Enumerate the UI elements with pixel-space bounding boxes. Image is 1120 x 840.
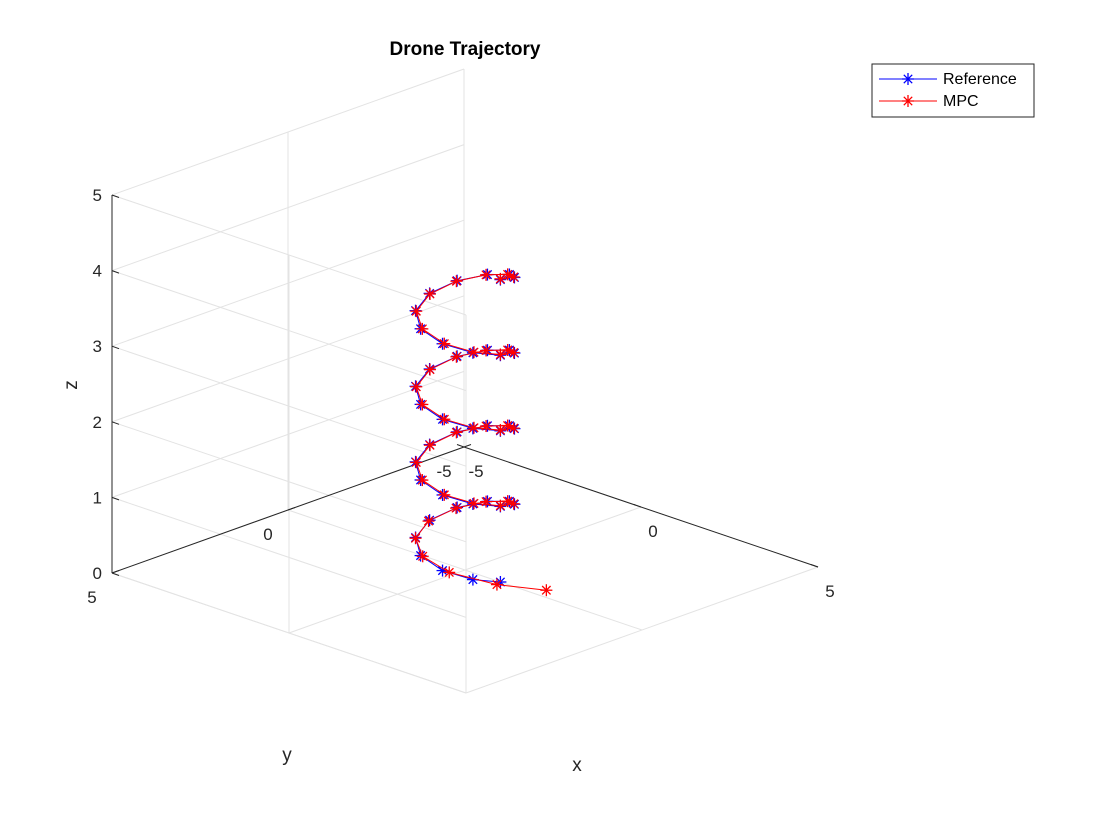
data-point-marker bbox=[423, 288, 436, 301]
z-tick-mark bbox=[111, 345, 120, 350]
z-axis-label: z bbox=[61, 380, 82, 390]
legend: Reference MPC bbox=[871, 63, 1035, 118]
z-tick-label: 5 bbox=[93, 186, 102, 205]
data-point-marker bbox=[494, 424, 507, 437]
legend-entry: Reference bbox=[879, 71, 1017, 88]
x-tick-label: 5 bbox=[825, 582, 834, 601]
z-tick-label: 2 bbox=[93, 413, 102, 432]
data-point-marker bbox=[494, 499, 507, 512]
legend-entries: Reference MPC bbox=[879, 71, 1017, 110]
data-point-marker bbox=[438, 488, 451, 501]
grid-line bbox=[111, 572, 467, 694]
data-point-marker bbox=[480, 268, 493, 281]
data-point-marker bbox=[450, 426, 463, 439]
data-point-marker bbox=[467, 497, 480, 510]
data-point-marker bbox=[467, 346, 480, 359]
data-point-marker bbox=[540, 584, 553, 597]
data-point-marker bbox=[490, 578, 503, 591]
data-point-marker bbox=[410, 380, 423, 393]
data-point-marker bbox=[409, 532, 422, 545]
data-point-marker bbox=[416, 474, 429, 487]
data-point-marker bbox=[416, 398, 429, 411]
data-point-marker bbox=[416, 550, 429, 563]
y-tick-mark bbox=[111, 570, 120, 574]
x-tick-mark bbox=[810, 564, 819, 568]
data-point-marker bbox=[423, 363, 436, 376]
data-point-marker bbox=[450, 502, 463, 515]
legend-box bbox=[871, 63, 1035, 118]
data-point-marker bbox=[450, 350, 463, 363]
data-point-marker bbox=[507, 497, 520, 510]
data-point-marker bbox=[480, 420, 493, 433]
legend-label: MPC bbox=[943, 93, 979, 110]
data-point-marker bbox=[450, 275, 463, 288]
data-point-marker bbox=[410, 456, 423, 469]
axis-lines bbox=[111, 194, 819, 576]
data-point-marker bbox=[422, 515, 435, 528]
series-layer bbox=[409, 268, 553, 597]
z-tick-label: 0 bbox=[93, 564, 102, 583]
y-tick-label: 5 bbox=[87, 588, 96, 607]
legend-label: Reference bbox=[943, 71, 1017, 88]
x-tick-mark bbox=[633, 504, 642, 508]
y-tick-label: 0 bbox=[263, 525, 272, 544]
data-point-marker bbox=[507, 422, 520, 435]
y-axis-label: y bbox=[282, 745, 292, 766]
y-tick-label: -5 bbox=[436, 462, 451, 481]
data-point-marker bbox=[494, 348, 507, 361]
x-tick-label: 0 bbox=[648, 522, 657, 541]
data-point-marker bbox=[416, 322, 429, 335]
x-tick-mark bbox=[456, 444, 465, 448]
chart-title: Drone Trajectory bbox=[390, 39, 541, 60]
tick-labels: -5 0 5 -5 0 5 0 1 2 3 4 5 bbox=[87, 186, 834, 607]
z-tick-mark bbox=[111, 496, 120, 501]
z-tick-label: 1 bbox=[93, 488, 102, 507]
data-point-marker bbox=[423, 439, 436, 452]
y-tick-mark bbox=[463, 444, 472, 448]
z-tick-mark bbox=[111, 421, 120, 425]
z-tick-mark bbox=[111, 270, 120, 274]
y-tick-mark bbox=[287, 507, 296, 511]
data-point-marker bbox=[443, 566, 456, 579]
data-point-marker bbox=[494, 272, 507, 285]
z-tick-mark bbox=[111, 572, 120, 576]
data-point-marker bbox=[902, 95, 914, 107]
data-point-marker bbox=[507, 346, 520, 359]
z-tick-label: 3 bbox=[93, 337, 102, 356]
x-axis-label: x bbox=[572, 755, 582, 776]
legend-entry: MPC bbox=[879, 93, 979, 110]
data-point-marker bbox=[480, 344, 493, 357]
data-point-marker bbox=[467, 421, 480, 434]
data-point-marker bbox=[438, 337, 451, 350]
data-point-marker bbox=[902, 73, 914, 85]
data-point-marker bbox=[507, 270, 520, 283]
data-point-marker bbox=[480, 495, 493, 508]
data-point-marker bbox=[438, 413, 451, 426]
series-mpc bbox=[409, 268, 553, 597]
x-tick-label: -5 bbox=[468, 462, 483, 481]
z-tick-mark bbox=[111, 194, 120, 198]
data-point-marker bbox=[466, 573, 479, 586]
grid-line bbox=[287, 509, 643, 631]
z-tick-label: 4 bbox=[93, 262, 102, 281]
data-point-marker bbox=[410, 305, 423, 318]
